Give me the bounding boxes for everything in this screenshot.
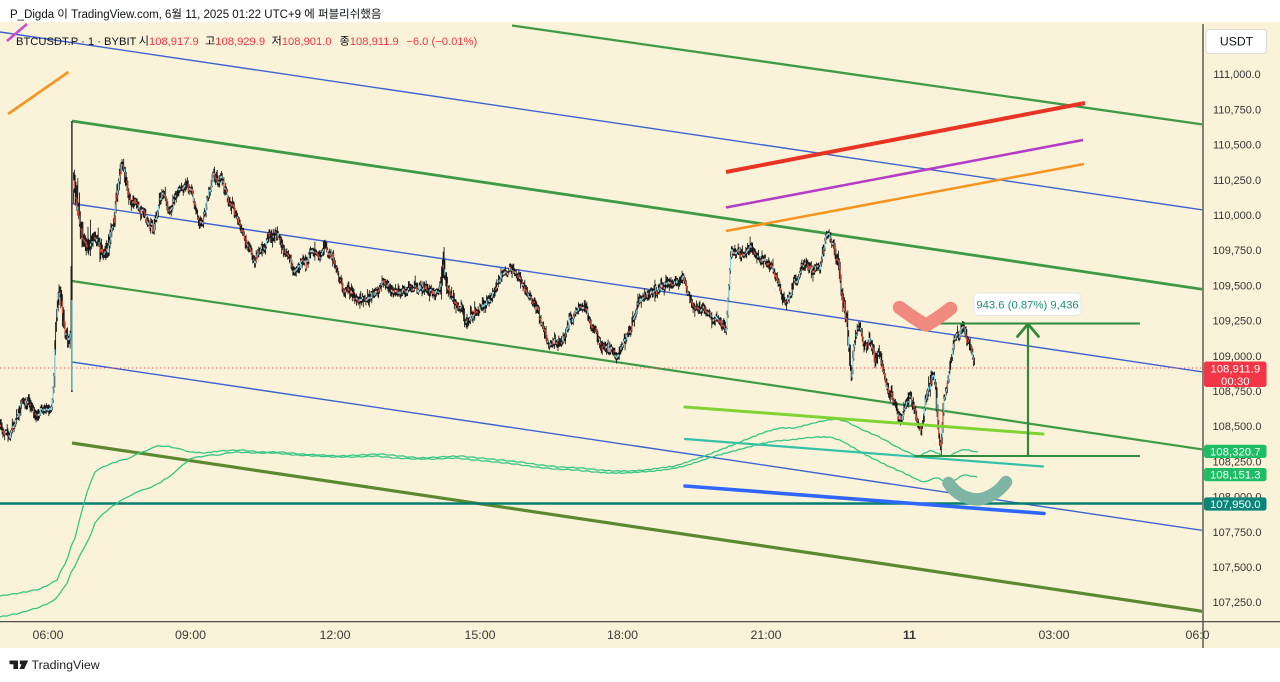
- svg-text:107,250.0: 107,250.0: [1213, 597, 1262, 609]
- svg-text:21:00: 21:00: [750, 628, 781, 642]
- svg-text:110,000.0: 110,000.0: [1213, 210, 1261, 222]
- svg-text:USDT: USDT: [1220, 35, 1254, 49]
- svg-text:15:00: 15:00: [464, 628, 495, 642]
- svg-text:108,917.9: 108,917.9: [149, 36, 199, 48]
- svg-text:06:00: 06:00: [32, 628, 63, 642]
- svg-text:BTCUSDT.P · 1 · BYBIT: BTCUSDT.P · 1 · BYBIT: [16, 36, 137, 48]
- svg-text:108,901.0: 108,901.0: [282, 36, 332, 48]
- svg-text:11: 11: [903, 628, 916, 642]
- svg-text:109,250.0: 109,250.0: [1213, 316, 1262, 328]
- svg-text:18:00: 18:00: [607, 628, 638, 642]
- svg-text:TradingView.com, 6: TradingView.com, 6: [71, 9, 171, 21]
- svg-text:12:00: 12:00: [319, 628, 350, 642]
- svg-text:03:00: 03:00: [1038, 628, 1069, 642]
- svg-text:110,250.0: 110,250.0: [1213, 175, 1261, 187]
- svg-text:108,911.9: 108,911.9: [350, 36, 399, 48]
- svg-text:110,500.0: 110,500.0: [1213, 140, 1261, 152]
- svg-text:111,000.0: 111,000.0: [1213, 69, 1260, 81]
- svg-text:943.6 (0.87%) 9,436: 943.6 (0.87%) 9,436: [976, 300, 1078, 312]
- svg-text:TradingView: TradingView: [32, 658, 100, 672]
- svg-text:108,929.9: 108,929.9: [215, 36, 265, 48]
- svg-text:−6.0 (−0.01%): −6.0 (−0.01%): [406, 36, 477, 48]
- svg-text:108,250.0: 108,250.0: [1213, 456, 1262, 468]
- svg-text:11, 2025 01:22 UTC+9: 11, 2025 01:22 UTC+9: [185, 9, 301, 21]
- svg-text:108,320.7: 108,320.7: [1210, 446, 1261, 458]
- svg-text:107,750.0: 107,750.0: [1213, 527, 1262, 539]
- svg-text:06:0: 06:0: [1185, 628, 1209, 642]
- svg-text:09:00: 09:00: [175, 628, 206, 642]
- svg-text:00:30: 00:30: [1221, 376, 1250, 388]
- svg-text:109,500.0: 109,500.0: [1213, 280, 1262, 292]
- svg-text:109,750.0: 109,750.0: [1213, 245, 1262, 257]
- svg-text:108,500.0: 108,500.0: [1213, 421, 1262, 433]
- svg-text:P_Digda: P_Digda: [10, 9, 55, 21]
- svg-text:108,911.9: 108,911.9: [1210, 364, 1260, 376]
- svg-text:108,750.0: 108,750.0: [1213, 386, 1262, 398]
- svg-text:107,500.0: 107,500.0: [1213, 562, 1262, 574]
- svg-text:107,950.0: 107,950.0: [1210, 499, 1261, 511]
- svg-text:108,151.3: 108,151.3: [1210, 470, 1261, 482]
- svg-text:110,750.0: 110,750.0: [1213, 104, 1261, 116]
- svg-text:109,000.0: 109,000.0: [1213, 351, 1262, 363]
